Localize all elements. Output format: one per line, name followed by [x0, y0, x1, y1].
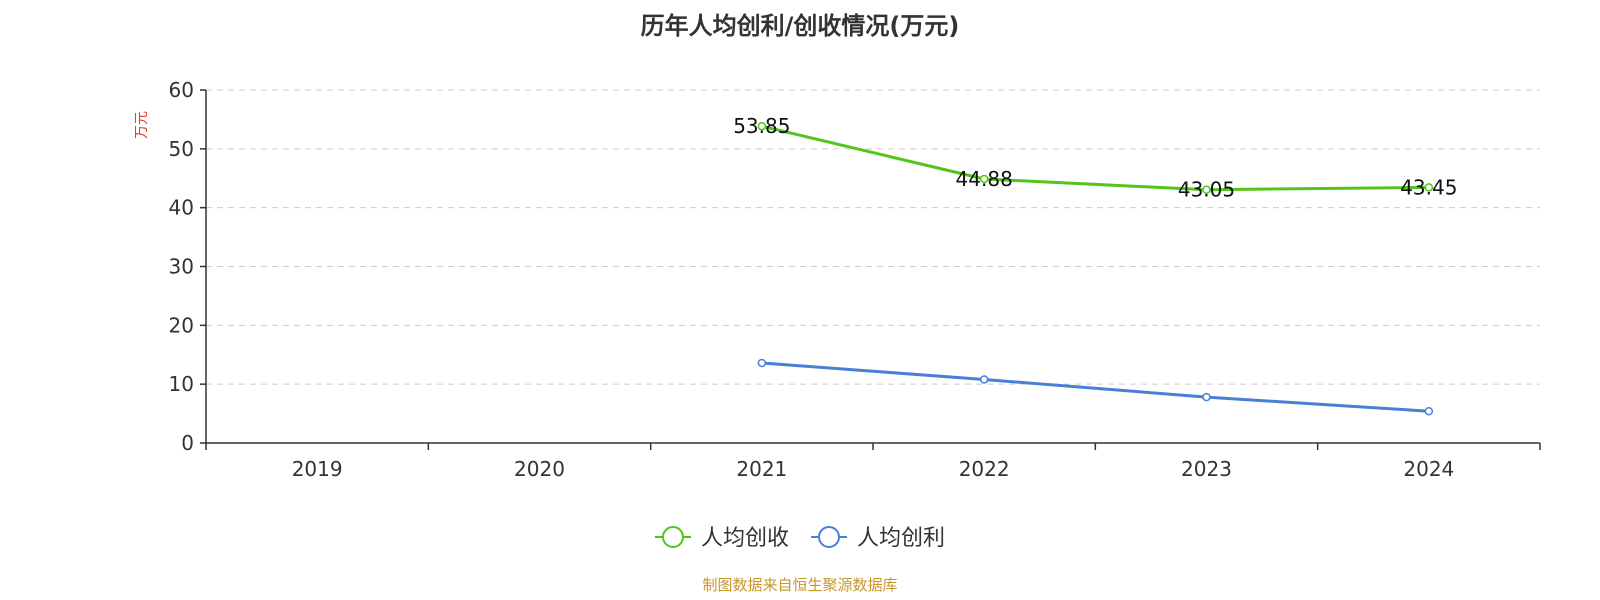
data-point[interactable] — [1424, 406, 1434, 416]
y-tick-label: 20 — [169, 313, 194, 337]
y-axis-label: 万元 — [134, 111, 150, 139]
y-tick-label: 10 — [169, 372, 194, 396]
legend-item-0[interactable]: 人均创收 — [655, 526, 789, 551]
legend-circle-icon — [662, 526, 684, 548]
data-labels: 53.85 44.88 43.05 43.45 — [733, 114, 1457, 202]
chart-title: 历年人均创利/创收情况(万元) — [641, 12, 960, 40]
legend-label: 人均创收 — [701, 526, 789, 551]
data-label: 43.45 — [1400, 175, 1457, 199]
y-tick-label: 50 — [169, 137, 194, 161]
legend-label: 人均创利 — [857, 526, 945, 551]
data-point[interactable] — [757, 358, 767, 368]
data-point[interactable] — [979, 174, 989, 184]
data-label: 53.85 — [733, 114, 790, 138]
y-tick-label: 0 — [181, 431, 194, 455]
x-tick-label: 2023 — [1181, 457, 1232, 481]
data-point[interactable] — [1202, 392, 1211, 402]
legend-item-1[interactable]: 人均创利 — [811, 526, 945, 551]
legend[interactable]: 人均创收 人均创利 — [655, 526, 945, 551]
data-point[interactable] — [979, 375, 989, 384]
legend-circle-icon — [818, 526, 840, 548]
series-group — [757, 121, 1434, 416]
grid-lines — [206, 89, 1540, 385]
x-tick-label: 2022 — [959, 457, 1010, 481]
series-line-1 — [761, 361, 1429, 413]
x-tick-label: 2024 — [1403, 457, 1454, 481]
source-note: 制图数据来自恒生聚源数据库 — [702, 576, 897, 594]
y-tick-label: 40 — [169, 196, 194, 220]
series-line-0 — [761, 124, 1429, 192]
data-point[interactable] — [1202, 185, 1211, 194]
y-tick-label: 30 — [169, 255, 194, 279]
data-label: 44.88 — [956, 167, 1013, 191]
axes: 0 10 20 30 40 50 60 2019 2020 2021 2022 2023 2024 — [169, 78, 1541, 481]
y-tick-label: 60 — [169, 78, 194, 102]
data-label: 43.05 — [1178, 178, 1235, 202]
x-tick-label: 2021 — [736, 457, 787, 481]
data-point[interactable] — [1424, 183, 1434, 192]
x-tick-label: 2020 — [514, 457, 565, 481]
data-point[interactable] — [757, 121, 767, 131]
x-tick-label: 2019 — [292, 457, 343, 481]
